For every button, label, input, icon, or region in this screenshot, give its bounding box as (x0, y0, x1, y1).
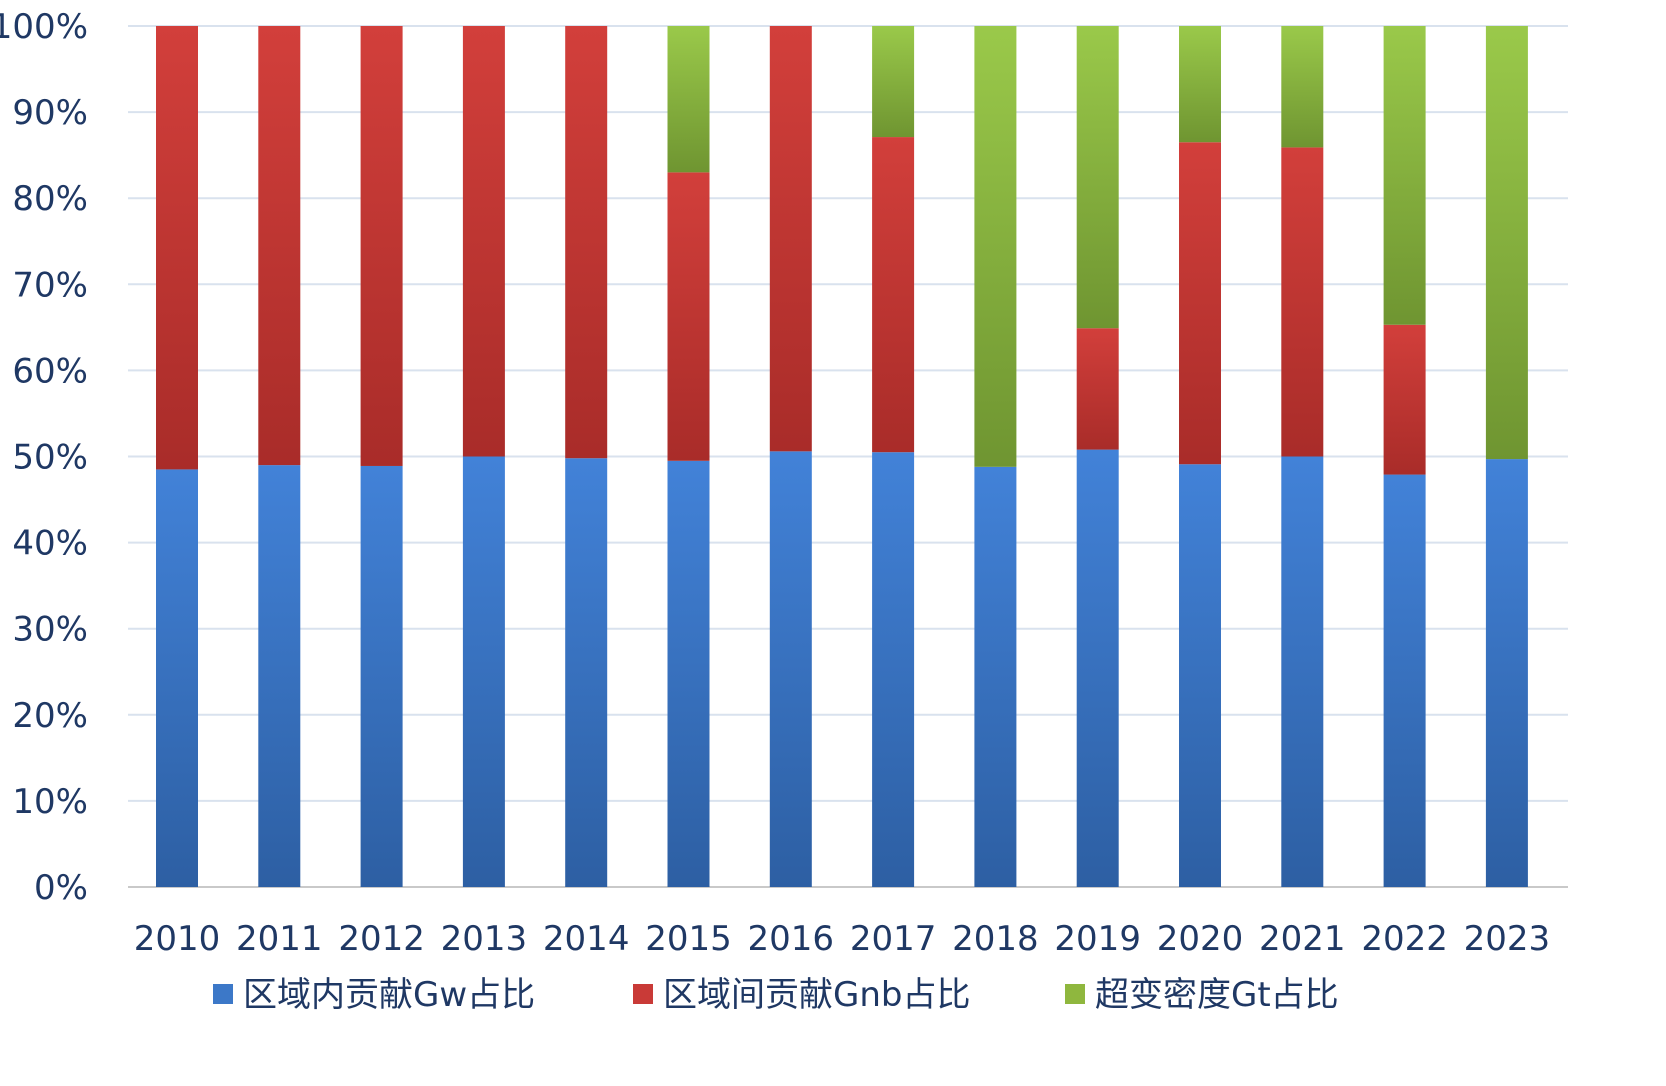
bars (156, 26, 1528, 887)
x-tick-label: 2023 (1464, 919, 1551, 959)
legend-label: 区域间贡献Gnb占比 (663, 975, 970, 1015)
bar-segment-series-1 (667, 172, 710, 461)
y-tick-label: 80% (12, 179, 88, 219)
x-tick-label: 2012 (338, 919, 425, 959)
x-tick-label: 2017 (850, 919, 937, 959)
bar-segment-series-0 (360, 465, 403, 887)
x-tick-label: 2019 (1054, 919, 1141, 959)
bar-segment-series-0 (258, 465, 301, 887)
bar-segment-series-1 (565, 26, 608, 459)
bar-segment-series-1 (1383, 324, 1426, 475)
bar-segment-series-1 (258, 26, 301, 466)
y-tick-label: 0% (34, 868, 88, 908)
x-tick-label: 2013 (441, 919, 528, 959)
bar-segment-series-1 (462, 26, 505, 457)
gridlines (128, 25, 1568, 888)
bar-segment-series-2 (1383, 26, 1426, 325)
bar-segment-series-2 (667, 26, 710, 173)
x-tick-label: 2016 (748, 919, 835, 959)
y-tick-label: 60% (12, 351, 88, 391)
legend-label: 区域内贡献Gw占比 (243, 975, 535, 1015)
y-axis: 0% 10% 20% 30% 40% 50% 60% 70% 80% 90% 100% (0, 7, 88, 908)
bar-segment-series-2 (1179, 26, 1221, 143)
bar-segment-series-0 (156, 469, 198, 887)
y-tick-label: 70% (12, 265, 88, 305)
bar-segment-series-0 (974, 466, 1017, 887)
x-tick-label: 2022 (1361, 919, 1448, 959)
bar-segment-series-1 (360, 26, 403, 466)
bar-segment-series-1 (872, 137, 915, 453)
bar-segment-series-0 (565, 458, 608, 887)
bar-segment-series-0 (1485, 459, 1528, 887)
legend-label: 超变密度Gt占比 (1095, 975, 1339, 1015)
bar-segment-series-2 (974, 26, 1017, 467)
bar-segment-series-0 (1179, 464, 1221, 887)
bar-segment-series-1 (156, 26, 198, 470)
x-tick-label: 2011 (236, 919, 323, 959)
x-tick-label: 2018 (952, 919, 1039, 959)
legend-swatch (633, 984, 653, 1004)
bar-segment-series-1 (1076, 328, 1119, 450)
legend-swatch (1065, 984, 1085, 1004)
y-tick-label: 10% (12, 782, 88, 822)
y-tick-label: 30% (12, 610, 88, 650)
bar-segment-series-0 (769, 451, 812, 887)
bar-segment-series-2 (872, 26, 915, 138)
bar-segment-series-0 (462, 456, 505, 887)
y-tick-label: 90% (12, 93, 88, 133)
x-tick-label: 2014 (543, 919, 630, 959)
legend-swatch (213, 984, 233, 1004)
x-tick-label: 2010 (134, 919, 221, 959)
bar-segment-series-0 (1281, 456, 1324, 887)
bar-segment-series-1 (1281, 147, 1324, 457)
y-tick-label: 40% (12, 524, 88, 564)
bar-segment-series-2 (1485, 26, 1528, 460)
bar-segment-series-0 (667, 460, 710, 887)
y-tick-label: 20% (12, 696, 88, 736)
legend: 区域内贡献Gw占比 区域间贡献Gnb占比 超变密度Gt占比 (213, 975, 1339, 1015)
bar-segment-series-0 (1383, 474, 1426, 887)
y-tick-label: 50% (12, 438, 88, 478)
bar-segment-series-1 (769, 26, 812, 452)
bar-segment-series-0 (1076, 449, 1119, 887)
bar-segment-series-0 (872, 452, 915, 887)
bar-segment-series-1 (1179, 142, 1221, 465)
x-tick-label: 2021 (1259, 919, 1346, 959)
x-axis: 2010 2011 2012 2013 2014 2015 2016 2017 2018 2019… (134, 919, 1550, 959)
x-tick-label: 2015 (645, 919, 732, 959)
y-tick-label: 100% (0, 7, 88, 47)
x-tick-label: 2020 (1157, 919, 1244, 959)
bar-segment-series-2 (1076, 26, 1119, 329)
bar-segment-series-2 (1281, 26, 1324, 148)
